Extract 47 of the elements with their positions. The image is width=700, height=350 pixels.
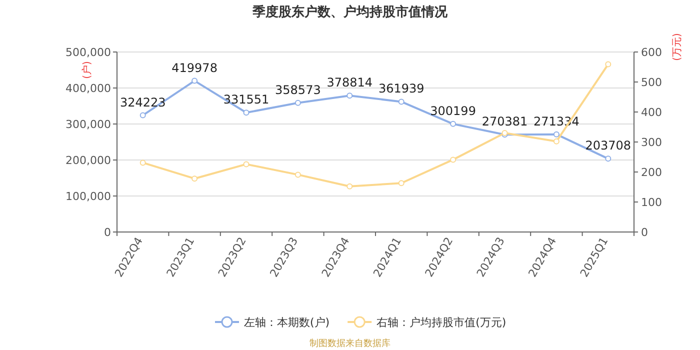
point xyxy=(243,161,250,168)
point xyxy=(398,180,404,186)
point xyxy=(243,110,250,116)
y2-tick-label: 0 xyxy=(641,226,648,239)
point xyxy=(192,78,198,84)
y2-tick-label: 400 xyxy=(641,106,662,119)
y-tick-label: 0 xyxy=(104,226,111,239)
chart-title: 季度股东户数、户均持股市值情况 xyxy=(252,4,448,20)
y-tick-label: 400,000 xyxy=(66,82,111,95)
point xyxy=(605,61,612,68)
data-label: 271334 xyxy=(534,114,580,128)
legend-label: 左轴：本期数(户) xyxy=(244,316,330,329)
point xyxy=(346,92,353,99)
text: 制图数据来自数据库 xyxy=(310,338,390,349)
point xyxy=(398,98,404,105)
point xyxy=(140,112,146,118)
point xyxy=(294,100,301,106)
data-label: 300199 xyxy=(430,104,476,118)
y-tick-label: 500,000 xyxy=(66,46,111,59)
y-tick-label: 300,000 xyxy=(66,118,111,131)
y2-tick-label: 100 xyxy=(641,196,662,209)
point xyxy=(140,160,146,166)
point xyxy=(346,183,353,190)
legend-label: 右轴：户均持股市值(万元) xyxy=(376,316,506,329)
data-label: 378814 xyxy=(326,76,373,90)
point xyxy=(553,131,560,138)
y-tick-label: 100,000 xyxy=(66,190,111,203)
y2-tick-label: 200 xyxy=(641,166,662,179)
point xyxy=(192,176,198,182)
data-label: 358573 xyxy=(275,82,321,97)
point xyxy=(450,156,456,163)
y2-tick-label: 300 xyxy=(641,136,662,149)
data-label: 419978 xyxy=(172,60,218,75)
y2-tick-label: 500 xyxy=(641,76,662,89)
data-label: 361939 xyxy=(378,82,424,96)
y-tick-label: 200,000 xyxy=(66,154,111,167)
data-label: 203708 xyxy=(585,138,632,153)
y-axis-title: (户) xyxy=(81,61,93,79)
data-label: 270381 xyxy=(482,114,528,129)
y2-tick-label: 600 xyxy=(641,46,662,59)
point xyxy=(450,120,456,127)
point xyxy=(605,156,612,162)
data-label: 324223 xyxy=(120,95,166,110)
data-label: 331551 xyxy=(223,92,270,107)
point xyxy=(294,172,301,178)
y2-axis-title: (万元) xyxy=(672,33,683,61)
point xyxy=(553,138,560,144)
